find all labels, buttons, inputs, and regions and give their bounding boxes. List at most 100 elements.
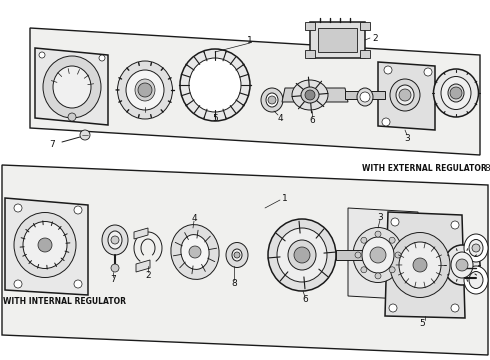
Ellipse shape — [469, 239, 483, 256]
Text: 3: 3 — [404, 134, 410, 143]
Polygon shape — [360, 22, 370, 30]
Polygon shape — [310, 22, 365, 58]
Ellipse shape — [451, 252, 473, 278]
Circle shape — [361, 267, 367, 273]
Ellipse shape — [448, 84, 464, 102]
Polygon shape — [336, 250, 368, 260]
Circle shape — [361, 237, 367, 243]
Ellipse shape — [434, 69, 479, 117]
Circle shape — [355, 252, 361, 258]
Circle shape — [389, 267, 395, 273]
Ellipse shape — [118, 61, 172, 119]
Circle shape — [234, 252, 240, 258]
Circle shape — [39, 52, 45, 58]
Polygon shape — [348, 208, 418, 300]
Text: 6: 6 — [302, 296, 308, 305]
Circle shape — [451, 304, 459, 312]
Circle shape — [375, 273, 381, 279]
Circle shape — [382, 118, 390, 126]
Circle shape — [389, 237, 395, 243]
Ellipse shape — [232, 249, 242, 261]
Ellipse shape — [469, 271, 483, 288]
Text: 5: 5 — [419, 319, 425, 328]
Circle shape — [370, 247, 386, 263]
Ellipse shape — [135, 79, 155, 101]
Ellipse shape — [441, 77, 471, 109]
Polygon shape — [378, 62, 435, 130]
Text: 2: 2 — [145, 270, 151, 279]
Circle shape — [391, 218, 399, 226]
Ellipse shape — [14, 212, 76, 278]
Circle shape — [450, 87, 462, 99]
Ellipse shape — [23, 221, 67, 269]
Text: 1: 1 — [247, 36, 253, 45]
Ellipse shape — [464, 266, 488, 294]
Circle shape — [14, 204, 22, 212]
Circle shape — [395, 252, 401, 258]
Polygon shape — [5, 198, 88, 295]
Circle shape — [360, 92, 370, 102]
Ellipse shape — [390, 79, 420, 111]
Circle shape — [389, 304, 397, 312]
Polygon shape — [35, 48, 108, 125]
Circle shape — [14, 280, 22, 288]
Polygon shape — [360, 50, 370, 58]
Text: WITH EXTERNAL REGULATOR: WITH EXTERNAL REGULATOR — [362, 163, 487, 172]
Polygon shape — [318, 28, 357, 52]
Ellipse shape — [399, 242, 441, 288]
Circle shape — [74, 280, 82, 288]
Ellipse shape — [226, 243, 248, 267]
Ellipse shape — [288, 240, 316, 270]
Polygon shape — [305, 50, 315, 58]
Polygon shape — [305, 22, 315, 30]
Text: 6: 6 — [309, 116, 315, 125]
Ellipse shape — [181, 235, 209, 269]
Circle shape — [268, 96, 276, 104]
Circle shape — [424, 68, 432, 76]
Ellipse shape — [464, 234, 488, 262]
Ellipse shape — [301, 87, 319, 103]
Circle shape — [74, 206, 82, 214]
Ellipse shape — [102, 225, 128, 255]
Circle shape — [375, 231, 381, 237]
Ellipse shape — [126, 70, 164, 110]
Polygon shape — [282, 88, 348, 102]
Ellipse shape — [362, 237, 394, 273]
Ellipse shape — [189, 58, 241, 112]
Polygon shape — [134, 228, 148, 239]
Ellipse shape — [108, 231, 122, 249]
Text: 2: 2 — [372, 33, 378, 42]
Ellipse shape — [353, 228, 403, 283]
Text: 8: 8 — [231, 279, 237, 288]
Circle shape — [399, 89, 411, 101]
Ellipse shape — [268, 219, 336, 291]
Circle shape — [111, 236, 119, 244]
Text: 4: 4 — [191, 213, 197, 222]
Ellipse shape — [266, 93, 278, 107]
Text: WITH INTERNAL REGULATOR: WITH INTERNAL REGULATOR — [3, 297, 126, 306]
Circle shape — [68, 113, 76, 121]
Polygon shape — [345, 91, 385, 99]
Circle shape — [80, 130, 90, 140]
Polygon shape — [30, 28, 480, 155]
Polygon shape — [385, 212, 465, 318]
Ellipse shape — [390, 233, 450, 297]
Circle shape — [189, 246, 201, 258]
Ellipse shape — [53, 66, 91, 108]
Circle shape — [38, 238, 52, 252]
Text: 7: 7 — [110, 275, 116, 284]
Circle shape — [384, 66, 392, 74]
Ellipse shape — [43, 56, 101, 118]
Text: 1: 1 — [282, 194, 288, 202]
Ellipse shape — [180, 49, 250, 121]
Text: 8: 8 — [484, 163, 490, 172]
Ellipse shape — [396, 85, 414, 105]
Ellipse shape — [444, 245, 480, 285]
Text: 5: 5 — [212, 113, 218, 122]
Circle shape — [451, 221, 459, 229]
Circle shape — [413, 258, 427, 272]
Ellipse shape — [277, 228, 327, 282]
Circle shape — [472, 244, 480, 252]
Ellipse shape — [357, 88, 373, 106]
Ellipse shape — [292, 80, 328, 110]
